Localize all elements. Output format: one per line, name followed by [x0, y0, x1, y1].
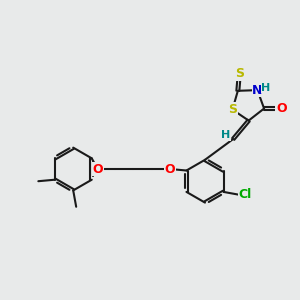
Text: Cl: Cl — [238, 188, 252, 201]
Text: O: O — [92, 163, 103, 176]
Text: S: S — [228, 103, 237, 116]
Text: O: O — [165, 163, 176, 176]
Text: S: S — [235, 67, 244, 80]
Text: H: H — [221, 130, 231, 140]
Text: O: O — [276, 102, 286, 115]
Text: N: N — [252, 84, 262, 97]
Text: H: H — [261, 83, 270, 93]
